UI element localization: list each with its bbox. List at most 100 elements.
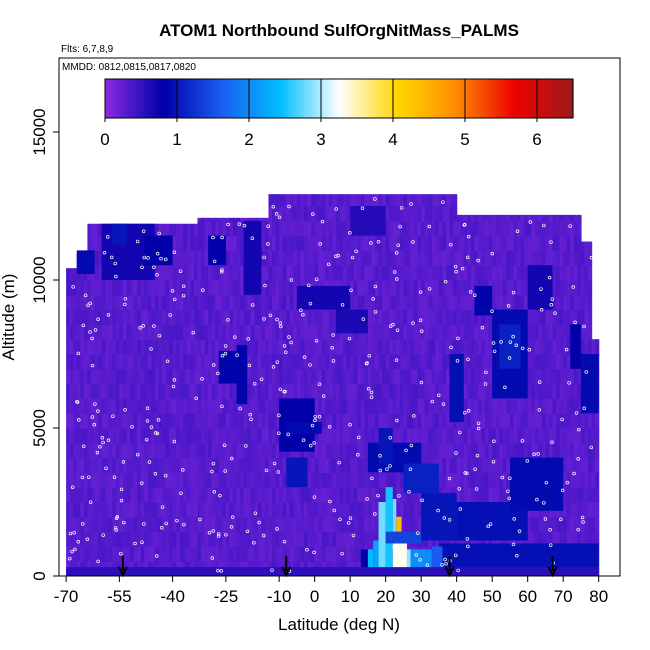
x-tick-label: -25 [214, 587, 239, 606]
heatmap-cell [161, 294, 167, 311]
heatmap-cell [158, 354, 163, 370]
sample-marker [268, 313, 273, 318]
heatmap-cell [303, 383, 309, 399]
heatmap-cell [446, 457, 451, 473]
heatmap-cell [169, 280, 174, 296]
heatmap-cell [115, 309, 120, 325]
heatmap-cell [460, 428, 465, 444]
sample-marker [159, 256, 163, 261]
sample-marker [334, 207, 339, 211]
heatmap-patch [570, 324, 581, 369]
heatmap-cell [76, 502, 81, 518]
heatmap-cell [406, 354, 412, 370]
heatmap-cell [225, 280, 231, 296]
heatmap-cell [225, 502, 231, 518]
heatmap-cell [343, 354, 348, 370]
heatmap-cell [154, 546, 160, 562]
heatmap-cell [538, 413, 543, 429]
heatmap-cell [406, 220, 412, 237]
heatmap-cell [279, 235, 284, 251]
heatmap-cell [584, 413, 589, 429]
heatmap-cell [232, 413, 238, 429]
heatmap-cell [389, 280, 394, 296]
heatmap-cell [481, 398, 486, 414]
heatmap-cell [115, 383, 120, 399]
heatmap-cell [69, 413, 74, 429]
heatmap-cell [275, 339, 280, 355]
heatmap-cell [488, 354, 493, 370]
colorbar-segment [288, 79, 293, 118]
heatmap-cell [140, 368, 145, 385]
heatmap-cell [90, 398, 96, 414]
colorbar-segment [128, 79, 133, 118]
colorbar-segment [444, 79, 449, 118]
heatmap-cell [414, 354, 419, 370]
heatmap-cell [396, 265, 401, 281]
heatmap-cell [161, 428, 167, 444]
heatmap-cell [367, 531, 373, 547]
heatmap-cell [485, 398, 490, 414]
heatmap-cell [414, 502, 419, 518]
heatmap-cell [272, 250, 277, 266]
heatmap-cell [119, 398, 124, 414]
heatmap-cell [144, 383, 149, 399]
heatmap-cell [467, 442, 472, 459]
heatmap-cell [406, 383, 412, 399]
heatmap-cell [570, 265, 575, 281]
heatmap-cell [83, 354, 89, 370]
heatmap-cell [556, 220, 561, 237]
heatmap-cell [438, 398, 444, 414]
heatmap-cell [112, 368, 117, 385]
sample-marker [141, 324, 145, 328]
heatmap-cell [538, 235, 543, 251]
heatmap-cell [545, 339, 550, 355]
heatmap-cell [272, 472, 277, 488]
heatmap-cell [279, 487, 284, 503]
heatmap-cell [140, 280, 145, 296]
colorbar-segment [112, 79, 118, 118]
heatmap-cell [165, 223, 170, 237]
heatmap-cell [115, 413, 120, 429]
heatmap-cell [204, 487, 209, 503]
sample-marker [154, 554, 159, 558]
heatmap-cell [66, 472, 71, 488]
heatmap-cell [325, 206, 330, 222]
heatmap-cell [222, 324, 227, 340]
colorbar-segment [409, 79, 414, 118]
heatmap-cell [73, 428, 78, 444]
sample-marker [532, 452, 536, 457]
heatmap-cell [211, 354, 216, 370]
heatmap-cell [176, 502, 181, 518]
heatmap-cell [151, 294, 156, 311]
heatmap-cell [417, 250, 422, 266]
heatmap-cell [229, 324, 234, 340]
heatmap-cell [492, 265, 497, 281]
heatmap-cell [165, 502, 170, 518]
heatmap-cell [158, 398, 163, 414]
heatmap-cell [414, 383, 419, 399]
heatmap-cell [375, 368, 380, 385]
heatmap-cell [428, 235, 433, 251]
heatmap-cell [449, 250, 454, 266]
heatmap-cell [428, 206, 433, 222]
heatmap-cell [147, 398, 152, 414]
heatmap-cell [428, 413, 433, 429]
heatmap-cell [108, 413, 113, 429]
heatmap-cell [154, 223, 160, 237]
colorbar-segment [549, 79, 555, 118]
heatmap-cell [122, 383, 128, 399]
heatmap-cell [137, 531, 142, 547]
heatmap-cell [343, 383, 348, 399]
heatmap-cell [147, 309, 152, 325]
heatmap-cell [201, 516, 206, 533]
heatmap-cell [179, 324, 184, 340]
heatmap-cell [364, 368, 369, 385]
heatmap-cell [172, 502, 177, 518]
heatmap-cell [396, 368, 401, 385]
heatmap-cell [172, 442, 177, 459]
sample-marker [391, 322, 395, 327]
heatmap-cell [335, 398, 341, 414]
heatmap-cell [197, 546, 202, 562]
heatmap-cell [254, 531, 259, 547]
heatmap-cell [406, 280, 412, 296]
